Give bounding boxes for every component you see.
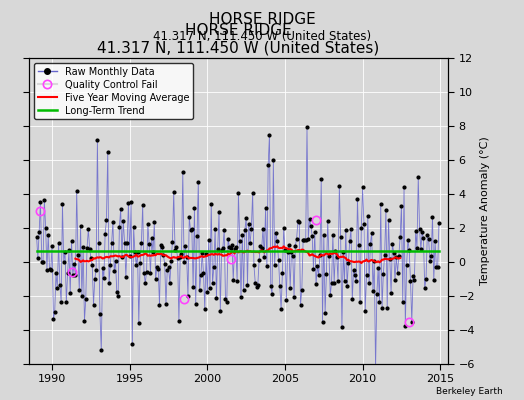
Title: HORSE RIDGE
41.317 N, 111.450 W (United States): HORSE RIDGE 41.317 N, 111.450 W (United … — [97, 23, 379, 56]
Text: HORSE RIDGE: HORSE RIDGE — [209, 12, 315, 27]
Legend: Raw Monthly Data, Quality Control Fail, Five Year Moving Average, Long-Term Tren: Raw Monthly Data, Quality Control Fail, … — [34, 63, 193, 119]
Y-axis label: Temperature Anomaly (°C): Temperature Anomaly (°C) — [481, 137, 490, 285]
Text: 41.317 N, 111.450 W (United States): 41.317 N, 111.450 W (United States) — [153, 30, 371, 43]
Text: Berkeley Earth: Berkeley Earth — [436, 387, 503, 396]
